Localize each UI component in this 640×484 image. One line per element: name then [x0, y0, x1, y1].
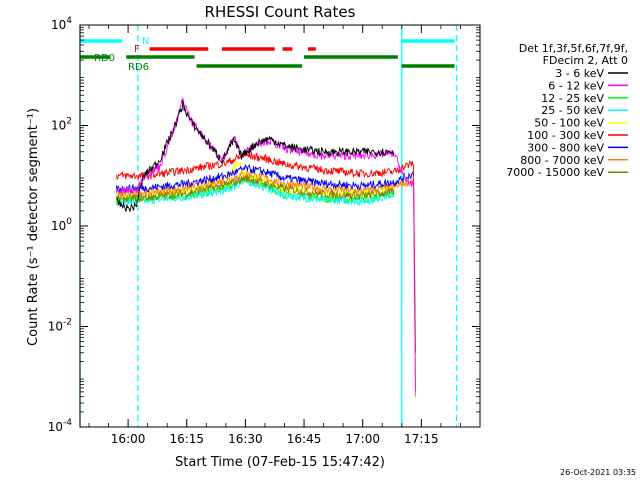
- legend-header-line: Det 1f,3f,5f,6f,7f,9f,: [519, 42, 628, 55]
- y-tick-label: 10-2: [48, 318, 72, 334]
- x-tick-label: 16:45: [287, 432, 322, 446]
- legend-header-line: FDecim 2, Att 0: [543, 54, 628, 67]
- x-axis-label: Start Time (07-Feb-15 15:47:42): [175, 455, 385, 470]
- series-line-25-50kev: [116, 176, 395, 207]
- legend-label: 800 - 7000 keV: [520, 154, 604, 167]
- flag-label-rd0: RD0: [94, 53, 115, 64]
- series-line-100-300kev: [115, 151, 416, 353]
- y-axis-label: Count Rate (s⁻¹ detector segment⁻¹): [26, 108, 41, 346]
- x-tick-label: 17:15: [404, 432, 439, 446]
- chart-title: RHESSI Count Rates: [205, 3, 356, 21]
- x-tick-label: 16:15: [169, 432, 204, 446]
- legend-label: 25 - 50 keV: [541, 104, 604, 117]
- y-tick-label: 104: [51, 16, 72, 32]
- footer-timestamp: 26-Oct-2021 03:35: [560, 468, 636, 477]
- flag-label-f: F: [134, 44, 140, 55]
- series-line-7000-15000kev: [115, 175, 395, 203]
- x-tick-label: 16:00: [111, 432, 146, 446]
- legend-label: 12 - 25 keV: [541, 92, 604, 105]
- flag-label-n: N: [142, 36, 149, 47]
- y-tick-label: 100: [51, 217, 72, 233]
- series-line-800-7000kev: [115, 170, 416, 397]
- legend-label: 6 - 12 keV: [548, 79, 604, 92]
- y-tick-label: 10-4: [48, 418, 73, 434]
- x-tick-label: 17:00: [345, 432, 380, 446]
- legend-label: 3 - 6 keV: [555, 67, 604, 80]
- legend-label: 7000 - 15000 keV: [506, 166, 604, 179]
- flag-label-rd6: RD6: [128, 62, 149, 73]
- series-line-3-6kev: [116, 100, 395, 212]
- legend-label: 100 - 300 keV: [527, 129, 604, 142]
- legend-label: 300 - 800 keV: [527, 141, 604, 154]
- legend-label: 50 - 100 keV: [534, 117, 604, 130]
- x-tick-label: 16:30: [228, 432, 263, 446]
- y-tick-label: 102: [51, 117, 72, 133]
- series-line-300-800kev: [115, 164, 414, 195]
